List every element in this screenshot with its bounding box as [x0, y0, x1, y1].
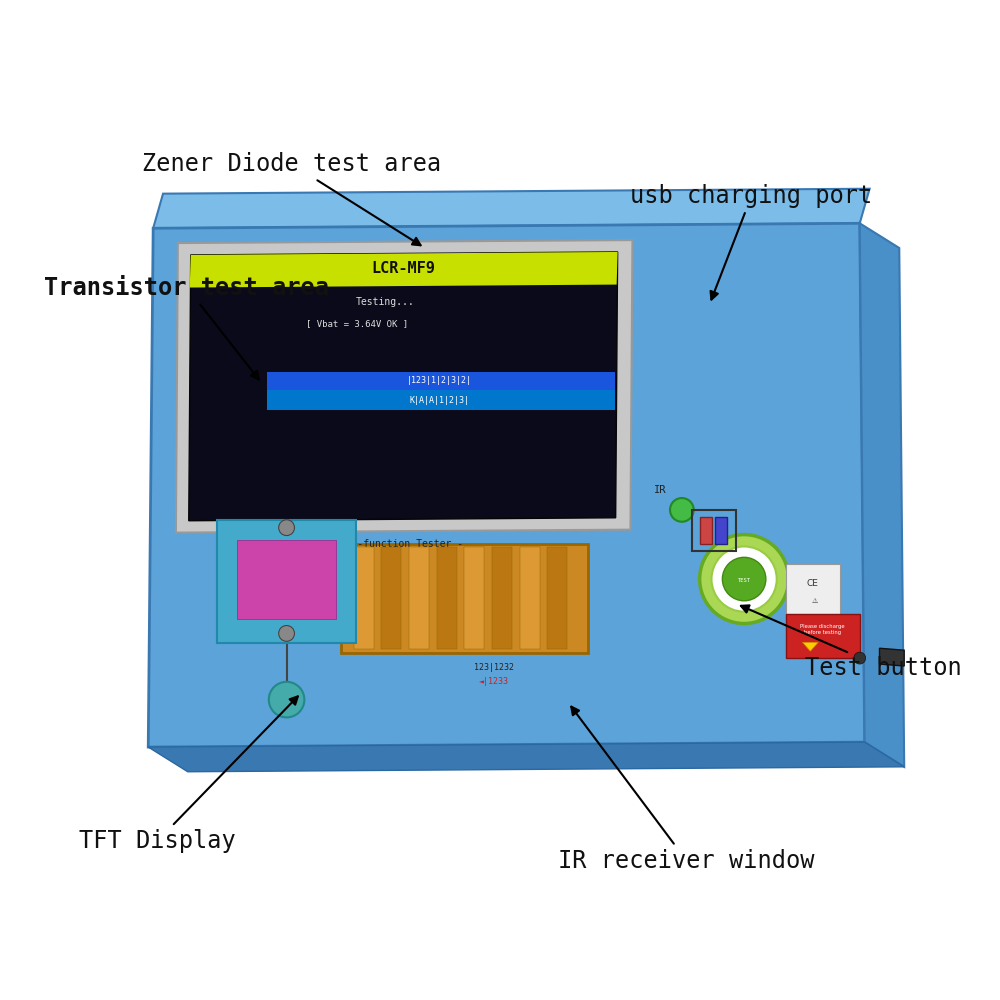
Text: Testing...: Testing...	[356, 297, 415, 307]
Polygon shape	[189, 252, 618, 521]
Text: IR receiver window: IR receiver window	[558, 707, 815, 873]
Circle shape	[269, 682, 304, 717]
Circle shape	[670, 498, 694, 522]
Polygon shape	[547, 547, 567, 649]
Circle shape	[712, 546, 777, 612]
Text: Multi-function Tester -: Multi-function Tester -	[328, 539, 463, 549]
Polygon shape	[409, 547, 429, 649]
Polygon shape	[237, 540, 336, 619]
Polygon shape	[786, 614, 860, 658]
Text: Zener Diode test area: Zener Diode test area	[142, 152, 441, 245]
Text: CE: CE	[806, 579, 818, 588]
Circle shape	[700, 535, 789, 624]
Polygon shape	[176, 240, 632, 533]
Polygon shape	[148, 742, 904, 772]
Circle shape	[722, 557, 766, 601]
Text: Transistor test area: Transistor test area	[44, 276, 329, 379]
Circle shape	[854, 652, 866, 664]
Text: LCR-MF9: LCR-MF9	[371, 261, 435, 276]
Bar	[700, 517, 712, 544]
Polygon shape	[217, 520, 356, 643]
Text: Test button: Test button	[741, 605, 962, 680]
Polygon shape	[354, 547, 374, 649]
Text: IR: IR	[654, 485, 666, 495]
Polygon shape	[879, 648, 904, 666]
Bar	[692, 510, 736, 551]
Polygon shape	[267, 372, 615, 390]
Polygon shape	[153, 189, 870, 228]
Text: [ Vbat = 3.64V OK ]: [ Vbat = 3.64V OK ]	[306, 320, 408, 329]
Polygon shape	[148, 223, 865, 747]
Polygon shape	[341, 544, 588, 653]
Text: |123|1|2|3|2|: |123|1|2|3|2|	[407, 376, 472, 385]
Polygon shape	[267, 390, 615, 410]
Polygon shape	[492, 547, 512, 649]
Polygon shape	[786, 564, 840, 614]
Polygon shape	[381, 547, 401, 649]
Polygon shape	[802, 642, 818, 651]
Polygon shape	[860, 223, 904, 767]
Polygon shape	[437, 547, 457, 649]
Text: Please discharge
before testing: Please discharge before testing	[800, 624, 844, 635]
Text: usb charging port: usb charging port	[630, 184, 873, 300]
Text: TFT Display: TFT Display	[79, 696, 298, 853]
Text: 123|1232: 123|1232	[474, 663, 514, 672]
Circle shape	[279, 626, 294, 641]
Text: K|A|A|1|2|3|: K|A|A|1|2|3|	[410, 396, 470, 405]
Text: ◄|1233: ◄|1233	[479, 677, 509, 686]
Circle shape	[279, 520, 294, 536]
Polygon shape	[190, 252, 618, 288]
Text: ⚠: ⚠	[812, 598, 818, 604]
Bar	[715, 517, 727, 544]
Polygon shape	[520, 547, 540, 649]
Text: TEST: TEST	[738, 578, 751, 583]
Polygon shape	[464, 547, 484, 649]
